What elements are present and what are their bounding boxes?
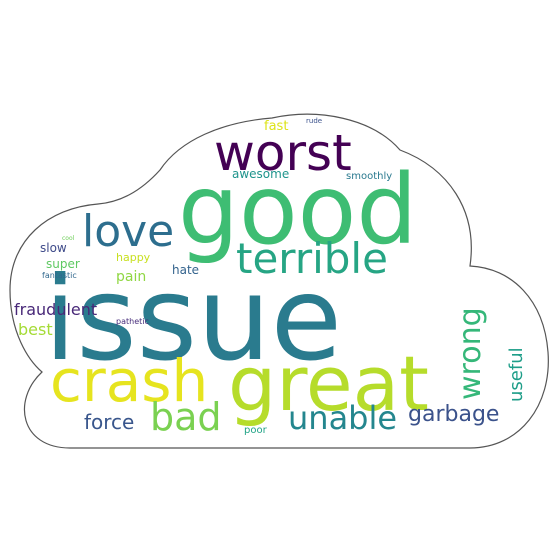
word-pain: pain: [116, 269, 147, 285]
word-worst: worst: [214, 124, 352, 182]
word-cool: cool: [62, 235, 75, 242]
word-best: best: [18, 320, 53, 339]
word-issue: issue: [44, 252, 342, 387]
word-smoothly: smoothly: [346, 171, 393, 182]
word-force: force: [84, 410, 135, 434]
word-useful: useful: [506, 347, 527, 402]
word-unable: unable: [288, 399, 398, 437]
word-happy: happy: [116, 251, 151, 264]
word-good: good: [178, 154, 418, 266]
word-fast: fast: [264, 119, 289, 134]
word-garbage: garbage: [408, 402, 500, 427]
word-fraudulent: fraudulent: [14, 300, 98, 319]
word-great: great: [228, 339, 429, 428]
word-bad: bad: [150, 395, 222, 439]
word-awesome: awesome: [232, 167, 290, 181]
word-poor: poor: [244, 425, 267, 436]
word-fantastic: fantastic: [42, 271, 77, 280]
word-crash: crash: [50, 347, 209, 415]
word-love: love: [82, 206, 175, 257]
word-terrible: terrible: [236, 234, 388, 283]
word-wrong: wrong: [453, 307, 488, 400]
word-super: super: [46, 257, 80, 271]
word-hate: hate: [172, 263, 200, 277]
word-pathetic: pathetic: [116, 317, 149, 326]
word-rude: rude: [306, 117, 323, 125]
word-slow: slow: [40, 241, 67, 255]
